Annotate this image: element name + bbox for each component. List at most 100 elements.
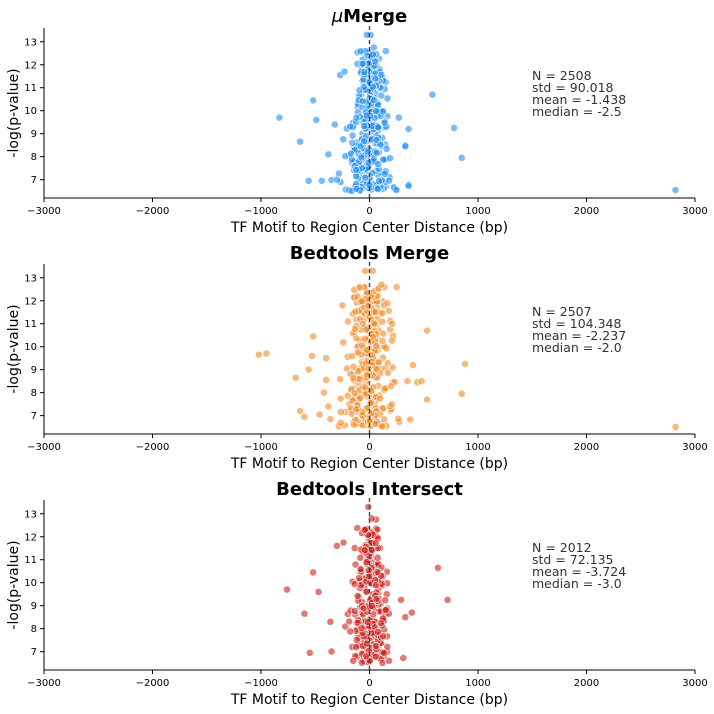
stats-line: mean = -1.438	[532, 92, 626, 107]
data-point	[372, 595, 381, 604]
y-tick-label: 9	[31, 129, 37, 140]
data-point	[362, 111, 371, 120]
data-point-outlier	[401, 613, 410, 622]
data-point	[388, 319, 396, 328]
data-point	[360, 68, 369, 76]
data-point-outlier	[308, 351, 316, 360]
data-point-outlier	[392, 283, 401, 291]
data-point-outlier	[327, 647, 336, 656]
data-point-outlier	[309, 96, 317, 105]
data-point	[374, 123, 382, 132]
data-point	[363, 147, 372, 156]
data-point	[351, 325, 359, 333]
data-point	[356, 553, 365, 562]
x-tick-label: −2000	[136, 206, 170, 217]
data-point-outlier	[332, 175, 341, 184]
data-point	[352, 643, 360, 652]
data-point	[386, 154, 394, 163]
data-point	[359, 82, 368, 91]
y-tick-label: 12	[24, 532, 37, 543]
data-point	[349, 374, 358, 383]
data-point	[387, 382, 395, 391]
stats-line: std = 90.018	[532, 80, 614, 95]
data-point	[370, 320, 379, 329]
data-point	[377, 91, 386, 100]
x-tick-label: −3000	[27, 206, 61, 217]
data-point	[348, 131, 357, 140]
x-axis-label: TF Motif to Region Center Distance (bp)	[230, 692, 508, 708]
data-point	[380, 169, 389, 178]
data-point-outlier	[332, 542, 341, 550]
data-point	[373, 185, 382, 193]
stats-line: N = 2507	[532, 304, 592, 319]
data-point-outlier	[457, 153, 466, 162]
x-tick-label: −1000	[244, 678, 278, 689]
data-point-outlier	[262, 349, 271, 358]
data-point-outlier	[309, 332, 317, 341]
stats-line: median = -2.0	[532, 340, 622, 355]
data-point	[336, 408, 345, 416]
x-axis-label: TF Motif to Region Center Distance (bp)	[230, 220, 508, 236]
y-tick-label: 11	[24, 319, 37, 330]
data-point	[358, 297, 366, 306]
x-tick-label: −2000	[136, 442, 170, 453]
y-tick-label: 13	[24, 37, 37, 48]
y-tick-label: 10	[24, 578, 37, 589]
data-point	[343, 317, 352, 326]
data-point	[371, 420, 380, 428]
data-point	[346, 627, 355, 636]
data-point	[380, 118, 389, 127]
data-point	[343, 391, 352, 400]
data-point-outlier	[319, 388, 328, 397]
data-point-outlier	[433, 563, 442, 572]
x-tick-label: 1000	[465, 206, 490, 217]
data-point-outlier	[403, 377, 412, 386]
data-point	[351, 560, 360, 569]
data-point	[371, 652, 380, 661]
data-point	[345, 617, 354, 626]
y-tick-label: 12	[24, 296, 37, 307]
data-point-outlier	[450, 124, 458, 132]
stats-line: median = -2.5	[532, 104, 622, 119]
data-point	[354, 367, 363, 376]
data-point-outlier	[339, 538, 348, 547]
data-points	[275, 31, 680, 195]
data-point	[383, 642, 392, 651]
data-point-outlier	[381, 47, 390, 55]
data-point	[371, 642, 380, 650]
x-tick-label: −3000	[27, 442, 61, 453]
data-point	[352, 636, 361, 644]
data-point-outlier	[283, 585, 291, 594]
data-points	[254, 266, 680, 431]
y-tick-label: 11	[24, 555, 37, 566]
data-point	[342, 364, 351, 373]
data-point	[352, 405, 360, 414]
data-point-outlier	[364, 502, 373, 511]
data-point-outlier	[394, 113, 403, 122]
data-point-outlier	[304, 365, 313, 374]
y-tick-label: 8	[31, 152, 37, 163]
data-point	[364, 566, 373, 575]
data-point	[357, 153, 366, 162]
data-point	[358, 59, 367, 68]
data-point-outlier	[408, 361, 417, 369]
chart-title: Bedtools Intersect	[276, 479, 463, 500]
data-point	[371, 74, 380, 83]
y-tick-label: 10	[24, 342, 37, 353]
data-point-outlier	[369, 43, 378, 52]
data-point	[388, 363, 397, 372]
data-point	[375, 177, 383, 185]
data-point-outlier	[314, 588, 323, 596]
data-point	[348, 138, 357, 147]
data-point	[378, 309, 387, 318]
data-point	[348, 396, 357, 405]
data-point-outlier	[324, 402, 333, 411]
data-point-outlier	[296, 407, 304, 415]
x-tick-label: −2000	[136, 678, 170, 689]
data-point	[368, 82, 377, 91]
data-point-outlier	[401, 142, 410, 151]
data-point-outlier	[326, 617, 335, 626]
data-point	[356, 565, 365, 573]
data-point	[339, 135, 348, 144]
y-tick-label: 7	[31, 175, 37, 186]
